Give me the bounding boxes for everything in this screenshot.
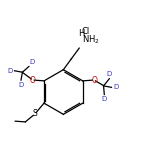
Text: D: D: [18, 82, 24, 88]
Text: D: D: [107, 71, 112, 77]
Text: D: D: [30, 59, 35, 65]
Text: O: O: [30, 76, 35, 85]
Text: S: S: [32, 109, 37, 118]
Text: NH$_2$: NH$_2$: [82, 33, 100, 46]
Text: Cl: Cl: [81, 27, 90, 36]
Text: D: D: [113, 84, 118, 90]
Text: D: D: [8, 68, 13, 74]
Text: D: D: [102, 96, 107, 102]
Text: O: O: [91, 76, 97, 85]
Text: H: H: [78, 29, 85, 38]
